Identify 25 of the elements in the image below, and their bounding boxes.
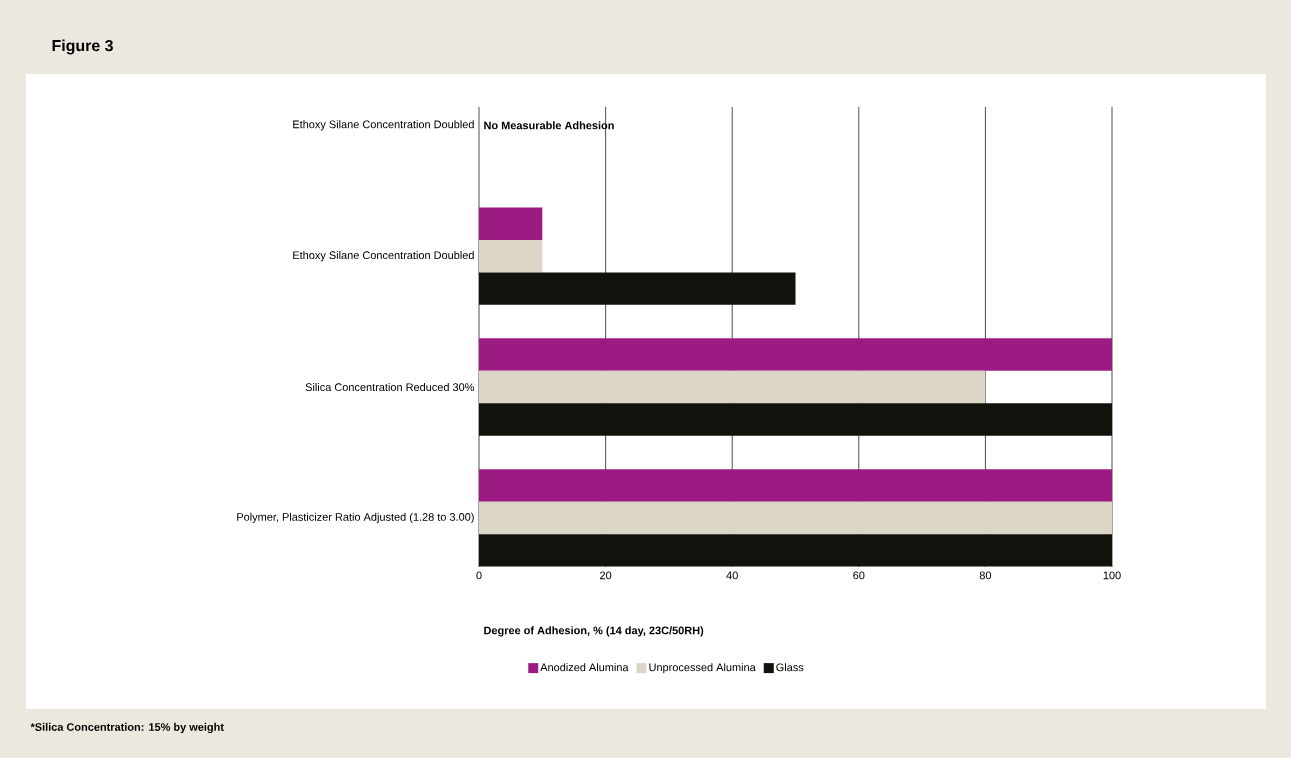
bar <box>479 338 1113 371</box>
x-tick-label: 100 <box>1103 571 1121 580</box>
y-tick-label: Polymer, Plasticizer Ratio Adjusted (1.28 to 3.00) <box>237 512 474 524</box>
x-tick-label: 0 <box>476 571 482 580</box>
text: Figure 3 <box>52 39 113 55</box>
x-tick-label: 60 <box>853 571 865 580</box>
bar <box>479 501 1113 535</box>
bar <box>479 534 1113 567</box>
y-tick-label: Silica Concentration Reduced 30% <box>305 383 475 392</box>
legend-label: Unprocessed Alumina <box>649 663 756 674</box>
x-tick-label: 80 <box>979 571 992 580</box>
y-tick-label: Ethoxy Silane Concentration Doubled <box>293 120 474 131</box>
legend-label: Anodized Alumina <box>540 663 629 672</box>
bar <box>479 272 796 305</box>
legend-label: Glass <box>776 663 804 672</box>
text: *Silica Concentration: 15% by weight <box>30 722 224 734</box>
y-tick-label: Ethoxy Silane Concentration Doubled <box>293 251 474 262</box>
bar <box>479 403 1113 436</box>
bar <box>479 370 986 404</box>
bar <box>479 469 1113 502</box>
x-tick-label: 20 <box>600 571 612 580</box>
x-tick-label: 40 <box>726 571 738 580</box>
x-axis-title: Degree of Adhesion, % (14 day, 23C/50RH) <box>484 626 704 637</box>
bar <box>479 239 543 273</box>
bar <box>479 207 543 240</box>
